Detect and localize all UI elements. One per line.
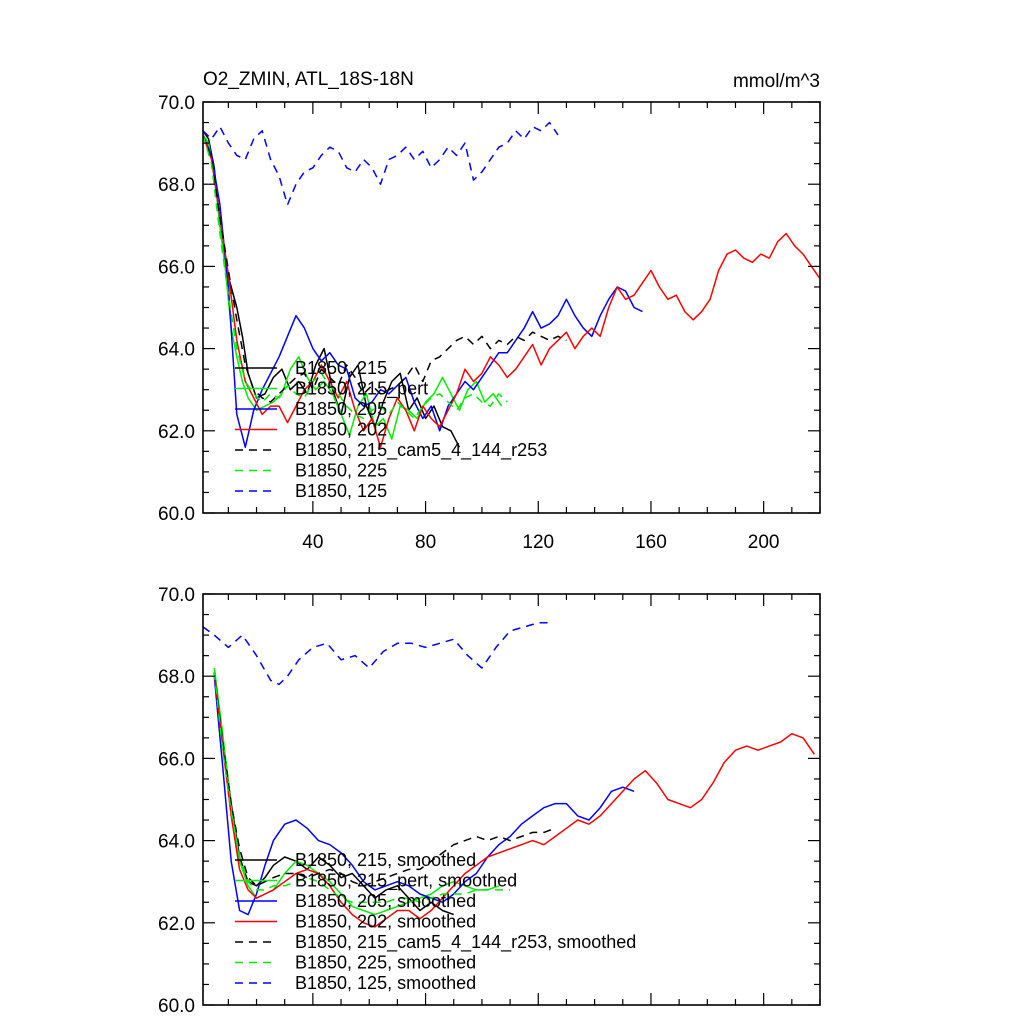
ytick-label: 68.0: [158, 667, 195, 688]
ytick-label: 70.0: [158, 93, 195, 114]
legend-label-2: B1850, 205, smoothed: [295, 891, 476, 911]
series-line-6: [203, 121, 559, 206]
chart-units: mmol/m^3: [733, 71, 820, 92]
xtick-label: 160: [635, 532, 667, 553]
legend-label-1: B1850, 215_pert: [295, 379, 428, 400]
legend-label-5: B1850, 225, smoothed: [295, 953, 476, 973]
series-line-4: [213, 672, 556, 887]
series-line-3: [213, 672, 816, 928]
legend-label-6: B1850, 125, smoothed: [295, 973, 476, 993]
xtick-label: 40: [302, 532, 323, 553]
ytick-label: 66.0: [158, 257, 195, 278]
ytick-label: 60.0: [158, 504, 195, 525]
ytick-label: 60.0: [158, 996, 195, 1017]
ticks-raw: 70.0 68.0 66.0 64.0 62.0 60.0 40 80 120 160 200: [158, 93, 821, 553]
ytick-label: 62.0: [158, 914, 195, 935]
series-line-6: [203, 622, 553, 686]
ytick-label: 68.0: [158, 175, 195, 196]
series-line-3: [203, 134, 820, 448]
legend-label-3: B1850, 202: [295, 420, 387, 440]
legend-label-1: B1850, 215_pert, smoothed: [295, 871, 517, 892]
series-line-0: [213, 672, 454, 916]
legend-label-2: B1850, 205: [295, 399, 387, 419]
ytick-label: 64.0: [158, 832, 195, 853]
legend-label-6: B1850, 125: [295, 481, 387, 501]
ytick-label: 66.0: [158, 749, 195, 770]
chart-title: O2_ZMIN, ATL_18S-18N: [203, 69, 414, 90]
legend-label-5: B1850, 225: [295, 461, 387, 481]
ytick-label: 62.0: [158, 422, 195, 443]
series-line-0: [203, 130, 461, 448]
series-layer-smoothed: [203, 622, 816, 928]
xtick-label: 200: [748, 532, 780, 553]
xtick-label: 120: [522, 532, 554, 553]
series-line-4: [203, 134, 567, 403]
ytick-label: 70.0: [158, 585, 195, 606]
legend-label-4: B1850, 215_cam5_4_144_r253: [295, 440, 547, 461]
series-line-2: [213, 676, 635, 916]
ticks-smoothed: 70.0 68.0 66.0 64.0 62.0 60.0: [158, 585, 821, 1017]
xtick-label: 80: [415, 532, 436, 553]
legend-label-0: B1850, 215, smoothed: [295, 850, 476, 870]
series-line-2: [203, 134, 643, 448]
series-line-5: [213, 672, 511, 904]
legend-label-3: B1850, 202, smoothed: [295, 912, 476, 932]
series-line-1: [203, 134, 503, 440]
legend-label-4: B1850, 215_cam5_4_144_r253, smoothed: [295, 932, 636, 953]
series-layer-raw: [203, 121, 820, 448]
ytick-label: 64.0: [158, 340, 195, 361]
legend-label-0: B1850, 215: [295, 358, 387, 378]
